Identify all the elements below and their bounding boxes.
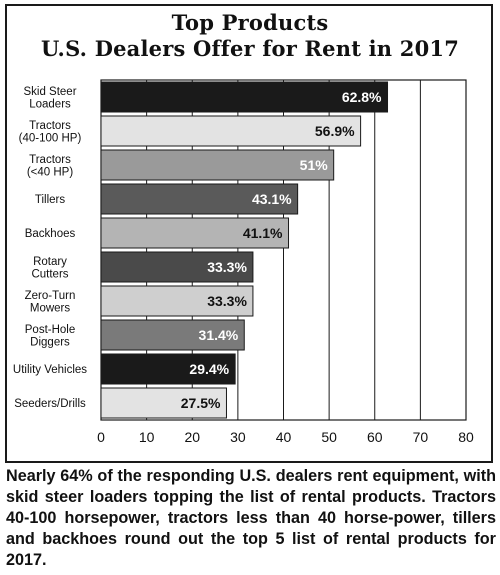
x-tick-label: 40 bbox=[276, 429, 292, 445]
bar bbox=[100, 251, 254, 283]
x-tick-label: 80 bbox=[458, 429, 474, 445]
data-label: 29.4% bbox=[189, 361, 229, 377]
category-label: Tractors (<40 HP) bbox=[27, 154, 74, 179]
x-tick-label: 20 bbox=[184, 429, 200, 445]
x-tick-label: 50 bbox=[321, 429, 337, 445]
x-tick-label: 70 bbox=[413, 429, 429, 445]
data-label: 62.8% bbox=[342, 89, 382, 105]
data-label: 27.5% bbox=[181, 395, 221, 411]
category-label: Post-Hole Diggers bbox=[25, 324, 76, 349]
data-label: 41.1% bbox=[243, 225, 283, 241]
data-label: 56.9% bbox=[315, 123, 355, 139]
category-label: Utility Vehicles bbox=[13, 364, 87, 376]
category-label: Backhoes bbox=[25, 228, 76, 240]
x-tick-label: 30 bbox=[230, 429, 246, 445]
data-label: 31.4% bbox=[199, 327, 239, 343]
category-label: Tillers bbox=[35, 194, 65, 206]
category-label: Rotary Cutters bbox=[31, 256, 68, 281]
category-label: Zero-Turn Mowers bbox=[25, 290, 76, 315]
x-tick-label: 60 bbox=[367, 429, 383, 445]
bar bbox=[100, 353, 236, 385]
bar bbox=[100, 217, 290, 249]
bar bbox=[100, 319, 245, 351]
bar bbox=[100, 183, 299, 215]
bar bbox=[100, 387, 227, 419]
chart-title-line1: Top Products bbox=[171, 10, 329, 35]
bar bbox=[100, 81, 389, 113]
data-label: 33.3% bbox=[207, 293, 247, 309]
category-label: Tractors (40-100 HP) bbox=[19, 120, 82, 145]
category-label: Skid Steer Loaders bbox=[23, 86, 76, 111]
bar-chart: 0 10 20 30 40 50 60 70 80 62.8% Skid Steer Loaders 5… bbox=[13, 79, 474, 445]
data-label: 43.1% bbox=[252, 191, 292, 207]
x-tick-label: 10 bbox=[139, 429, 155, 445]
data-label: 33.3% bbox=[207, 259, 247, 275]
bar bbox=[100, 285, 254, 317]
category-label: Seeders/Drills bbox=[14, 398, 86, 410]
data-label: 51% bbox=[300, 157, 329, 173]
chart-caption: Nearly 64% of the responding U.S. dealer… bbox=[6, 467, 496, 569]
bar bbox=[100, 115, 362, 147]
bar bbox=[100, 149, 335, 181]
chart-title-line2: U.S. Dealers Offer for Rent in 2017 bbox=[40, 36, 460, 61]
x-tick-label: 0 bbox=[97, 429, 105, 445]
